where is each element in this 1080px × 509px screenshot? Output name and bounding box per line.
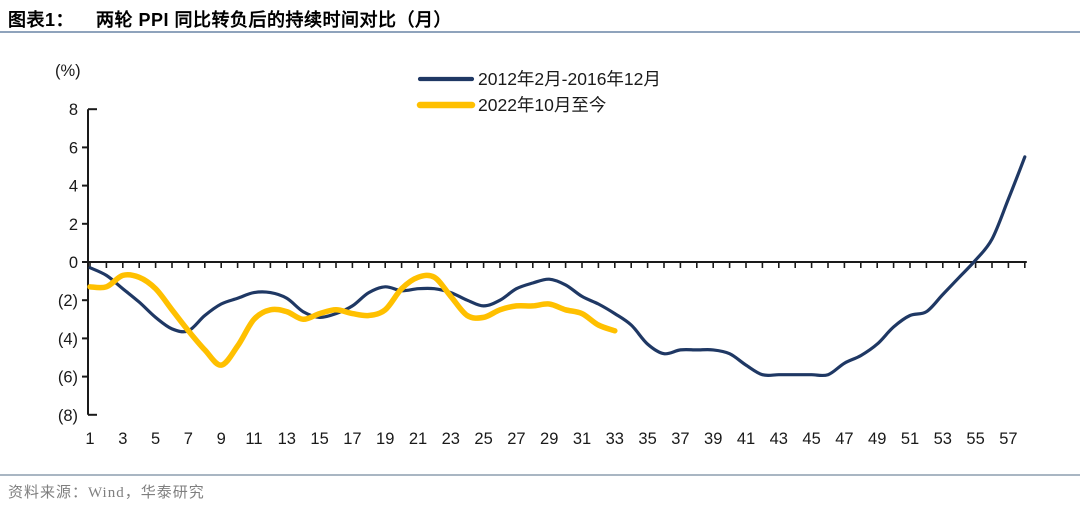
x-tick-label: 29 bbox=[540, 430, 558, 448]
x-tick-label: 23 bbox=[442, 430, 460, 448]
x-tick-label: 39 bbox=[704, 430, 722, 448]
x-tick-label: 57 bbox=[999, 430, 1017, 448]
x-tick-label: 49 bbox=[868, 430, 886, 448]
x-tick-label: 17 bbox=[343, 430, 361, 448]
y-tick-label: 8 bbox=[69, 101, 78, 119]
x-tick-label: 19 bbox=[376, 430, 394, 448]
series-line-2012-2016 bbox=[88, 155, 1027, 378]
x-tick-label: 27 bbox=[507, 430, 525, 448]
x-tick-label: 15 bbox=[310, 430, 328, 448]
legend-label-2012: 2012年2月-2016年12月 bbox=[478, 69, 661, 89]
y-tick-label: (8) bbox=[58, 407, 78, 425]
x-tick-label: 53 bbox=[934, 430, 952, 448]
y-tick-label: 6 bbox=[69, 139, 78, 157]
source-text: 资料来源：Wind，华泰研究 bbox=[8, 485, 205, 501]
x-tick-label: 11 bbox=[245, 430, 262, 448]
y-tick-label: (6) bbox=[58, 369, 78, 387]
x-tick-label: 51 bbox=[901, 430, 919, 448]
x-tick-label: 5 bbox=[151, 430, 160, 448]
chart-title-text: 两轮 PPI 同比转负后的持续时间对比（月） bbox=[96, 10, 453, 30]
x-tick-label: 21 bbox=[409, 430, 427, 448]
x-tick-label: 33 bbox=[606, 430, 624, 448]
footer-divider bbox=[0, 474, 1080, 476]
x-tick-label: 13 bbox=[278, 430, 296, 448]
y-axis-unit-label: (%) bbox=[55, 62, 81, 80]
x-tick-label: 37 bbox=[671, 430, 689, 448]
x-tick-label: 45 bbox=[802, 430, 820, 448]
y-tick-label: (4) bbox=[58, 330, 78, 348]
y-tick-label: 2 bbox=[69, 216, 78, 234]
y-tick-label: 0 bbox=[69, 254, 78, 272]
x-tick-label: 47 bbox=[835, 430, 853, 448]
chart-title: 图表1： 两轮 PPI 同比转负后的持续时间对比（月） bbox=[8, 6, 452, 32]
x-tick-label: 1 bbox=[85, 430, 94, 448]
series-line-2022-now bbox=[87, 271, 618, 368]
x-tick-label: 7 bbox=[184, 430, 193, 448]
x-tick-label: 55 bbox=[966, 430, 984, 448]
title-underline-divider bbox=[0, 31, 1080, 33]
x-tick-label: 41 bbox=[737, 430, 755, 448]
y-tick-label: 4 bbox=[69, 178, 78, 196]
x-tick-label: 3 bbox=[118, 430, 127, 448]
legend-label-2022: 2022年10月至今 bbox=[478, 95, 606, 115]
chart-title-label: 图表1： bbox=[8, 10, 75, 30]
y-tick-label: (2) bbox=[58, 292, 78, 310]
x-tick-label: 31 bbox=[573, 430, 591, 448]
x-tick-label: 35 bbox=[638, 430, 656, 448]
x-tick-label: 9 bbox=[217, 430, 226, 448]
x-tick-label: 43 bbox=[770, 430, 788, 448]
x-tick-label: 25 bbox=[474, 430, 492, 448]
